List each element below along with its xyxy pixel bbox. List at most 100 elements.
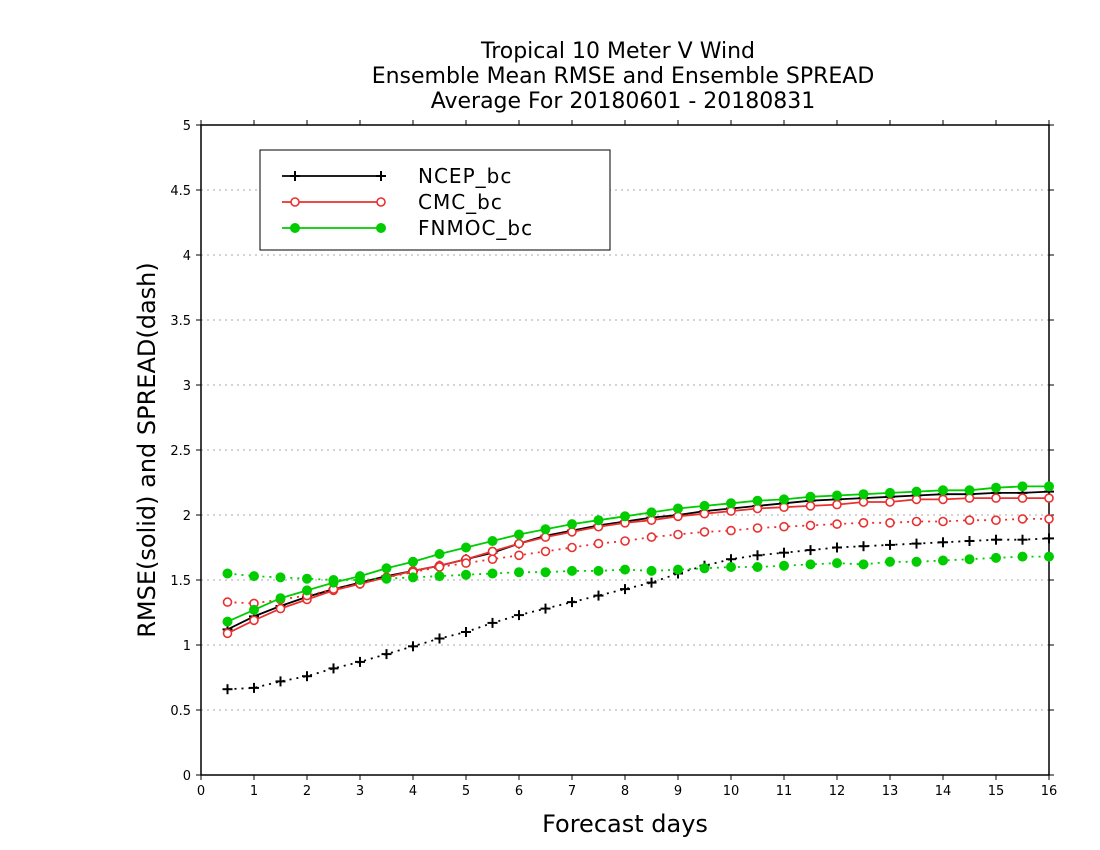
fnmoc-bc-spread-point xyxy=(726,562,736,572)
x-tick-label: 9 xyxy=(674,784,682,799)
x-tick-label: 2 xyxy=(303,784,311,799)
x-tick-label: 6 xyxy=(515,784,523,799)
ncep-bc-spread-point xyxy=(434,633,445,644)
cmc-bc-spread-point xyxy=(858,517,869,528)
fnmoc-bc-rmse-point xyxy=(779,494,789,505)
cmc-bc-spread-point xyxy=(699,527,710,537)
legend-label-cmc-bc: CMC_bc xyxy=(418,190,503,214)
cmc-bc-spread-point xyxy=(752,523,763,533)
fnmoc-bc-spread-point xyxy=(381,573,392,584)
fnmoc-bc-spread-point xyxy=(328,575,339,585)
fnmoc-bc-rmse-point xyxy=(646,507,657,518)
y-tick-label: 2 xyxy=(183,509,191,524)
x-tick-label: 11 xyxy=(776,784,793,799)
ncep-bc-spread-point xyxy=(514,610,524,621)
y-tick-label: 4 xyxy=(183,249,191,264)
x-tick-label: 4 xyxy=(409,784,417,799)
ncep-bc-spread-point xyxy=(355,656,365,667)
x-tick-label: 15 xyxy=(988,784,1005,799)
fnmoc-bc-spread-point xyxy=(779,560,789,571)
cmc-bc-spread-point xyxy=(1044,514,1054,524)
cmc-bc-rmse-point xyxy=(1044,493,1054,503)
cmc-bc-spread-point xyxy=(779,521,789,532)
fnmoc-bc-spread-point xyxy=(699,563,710,574)
ncep-bc-spread-point xyxy=(885,539,895,550)
fnmoc-bc-rmse-point xyxy=(620,511,630,522)
fnmoc-bc-spread-point xyxy=(249,571,259,582)
ncep-bc-spread-point xyxy=(275,676,286,687)
fnmoc-bc-rmse-point xyxy=(752,495,763,506)
fnmoc-bc-rmse-point xyxy=(540,524,551,535)
ncep-bc-spread-point xyxy=(779,547,789,558)
ncep-bc-spread-point xyxy=(752,550,763,561)
ncep-bc-spread-point xyxy=(1017,534,1028,545)
legend-marker-fnmoc-bc xyxy=(290,223,300,233)
ncep-bc-spread-point xyxy=(593,590,604,601)
fnmoc-bc-spread-point xyxy=(461,569,471,580)
fnmoc-bc-spread-point xyxy=(593,565,604,576)
fnmoc-bc-spread-point xyxy=(646,565,657,576)
cmc-bc-spread-point xyxy=(885,517,895,528)
fnmoc-bc-rmse-point xyxy=(673,503,683,514)
ncep-bc-spread-point xyxy=(567,597,577,608)
cmc-bc-rmse-point xyxy=(964,493,975,503)
legend-marker-ncep-bc xyxy=(290,171,300,181)
x-axis: 0 1 2 3 4 5 6 7 8 9 10 11 12 13 14 15 16 xyxy=(197,120,1057,799)
cmc-bc-rmse-point xyxy=(991,493,1001,503)
fnmoc-bc-spread-point xyxy=(673,564,683,575)
cmc-bc-spread-point xyxy=(1017,514,1028,524)
ncep-bc-spread-point xyxy=(249,682,259,693)
cmc-bc-rmse-point xyxy=(222,628,233,639)
series-cmc-bc-rmse-line xyxy=(227,497,1049,635)
cmc-bc-spread-point xyxy=(593,538,604,549)
series-ncep-bc-rmse-line xyxy=(227,490,1050,631)
x-axis-label: Forecast days xyxy=(542,810,708,838)
cmc-bc-rmse-point xyxy=(1017,493,1028,503)
cmc-bc-spread-point xyxy=(514,550,524,561)
fnmoc-bc-spread-point xyxy=(567,565,577,576)
fnmoc-bc-rmse-point xyxy=(381,563,392,574)
x-tick-label: 5 xyxy=(462,784,470,799)
fnmoc-bc-rmse-point xyxy=(938,485,948,496)
y-tick-label: 1 xyxy=(183,639,191,654)
cmc-bc-spread-point xyxy=(461,558,471,568)
fnmoc-bc-spread-point xyxy=(302,573,312,584)
ncep-bc-spread-point xyxy=(222,684,233,695)
chart-title: Tropical 10 Meter V Wind Ensemble Mean R… xyxy=(372,39,875,114)
cmc-bc-spread-point xyxy=(646,532,657,542)
cmc-bc-spread-point xyxy=(911,516,922,527)
cmc-bc-spread-point xyxy=(991,515,1001,526)
ncep-bc-spread-point xyxy=(646,577,657,588)
fnmoc-bc-rmse-point xyxy=(991,482,1001,493)
cmc-bc-spread-point xyxy=(832,519,842,529)
ncep-bc-spread-point xyxy=(381,649,392,660)
chart-title-line-2: Ensemble Mean RMSE and Ensemble SPREAD xyxy=(372,64,875,89)
fnmoc-bc-spread-point xyxy=(434,571,445,582)
x-tick-label: 13 xyxy=(882,784,899,799)
cmc-bc-rmse-point xyxy=(249,615,259,626)
cmc-bc-spread-point xyxy=(434,562,445,572)
ncep-bc-spread-point xyxy=(487,617,498,628)
x-tick-label: 12 xyxy=(829,784,846,799)
series-layer xyxy=(222,481,1054,695)
cmc-bc-rmse-point xyxy=(832,499,842,510)
y-tick-label: 5 xyxy=(183,119,191,134)
fnmoc-bc-rmse-point xyxy=(1017,481,1028,492)
x-tick-label: 3 xyxy=(356,784,364,799)
y-tick-label: 3.5 xyxy=(170,314,191,329)
legend-label-fnmoc-bc: FNMOC_bc xyxy=(418,216,533,240)
cmc-bc-rmse-point xyxy=(514,538,524,549)
fnmoc-bc-rmse-point xyxy=(302,585,312,596)
fnmoc-bc-rmse-point xyxy=(593,515,604,526)
cmc-bc-spread-point xyxy=(673,529,683,540)
fnmoc-bc-rmse-point xyxy=(1044,481,1054,492)
fnmoc-bc-spread-point xyxy=(355,575,365,585)
fnmoc-bc-rmse-point xyxy=(726,498,736,509)
fnmoc-bc-rmse-point xyxy=(699,500,710,511)
cmc-bc-spread-point xyxy=(222,597,233,607)
fnmoc-bc-spread-point xyxy=(540,567,551,578)
fnmoc-bc-rmse-point xyxy=(222,616,233,627)
fnmoc-bc-rmse-point xyxy=(911,486,922,497)
fnmoc-bc-rmse-point xyxy=(964,485,975,496)
